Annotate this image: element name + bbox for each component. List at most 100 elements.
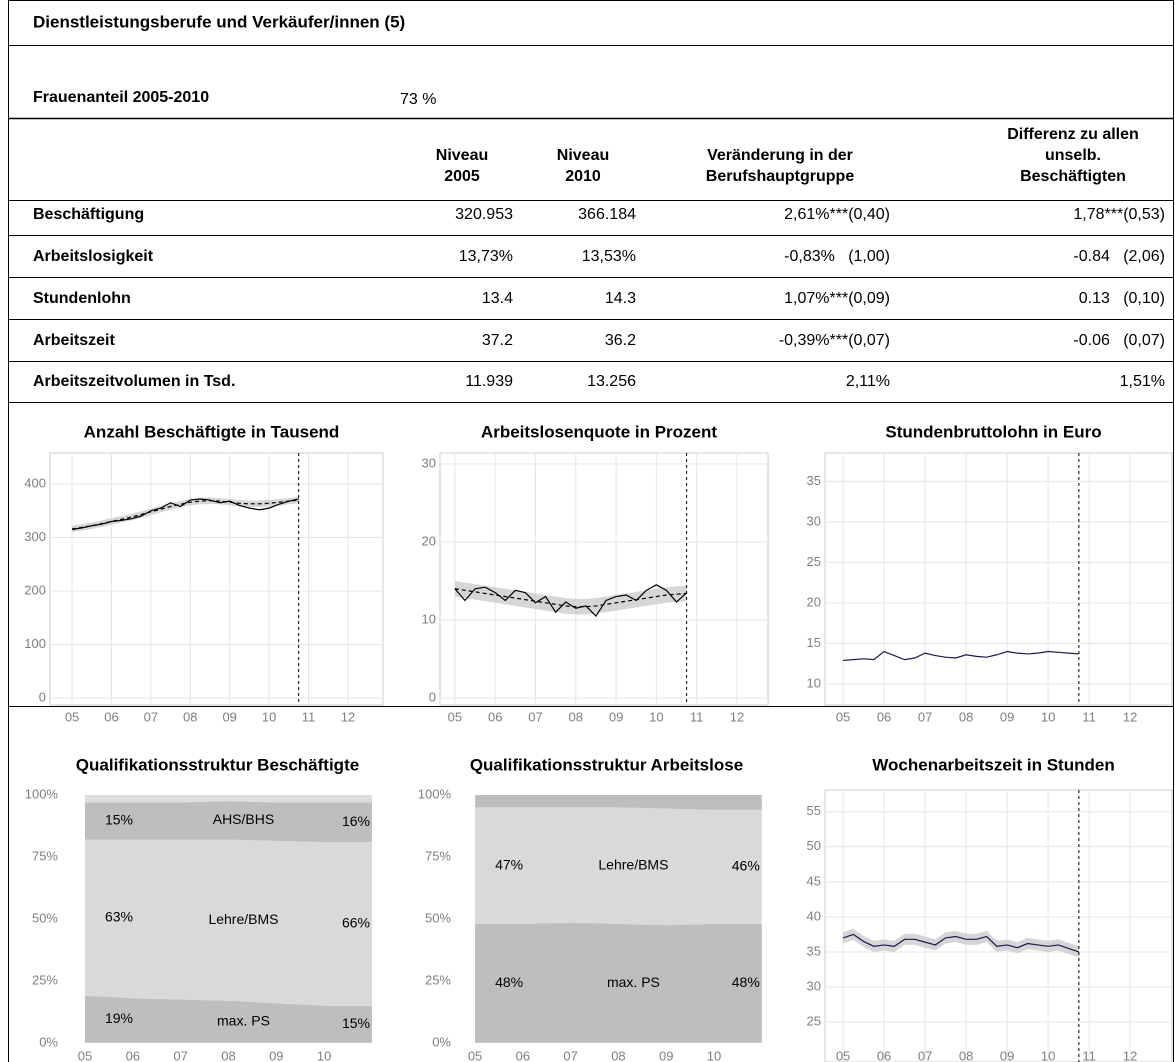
x-tick-label: 09: [609, 709, 623, 724]
y-tick-label: 25%: [32, 972, 58, 987]
x-tick-label: 10: [262, 709, 276, 724]
cell: 37.2: [482, 332, 513, 349]
page-title: Dienstleistungsberufe und Verkäufer/inne…: [33, 12, 405, 31]
area-band: [84, 839, 372, 1006]
x-tick-label: 09: [1000, 1048, 1014, 1062]
cell: 366.184: [578, 206, 636, 223]
x-tick-label: 05: [78, 1048, 92, 1062]
x-tick-label: 07: [528, 709, 542, 724]
y-tick-label: 400: [24, 475, 46, 490]
y-tick-label: 75%: [425, 848, 451, 863]
area-label: 19%: [105, 1010, 133, 1026]
y-tick-label: 50: [807, 838, 821, 853]
y-tick-label: 25%: [425, 972, 451, 987]
chart-title: Qualifikationsstruktur Arbeitslose: [470, 755, 743, 774]
y-tick-label: 0%: [432, 1034, 451, 1049]
y-tick-label: 30: [807, 513, 821, 528]
panel: [49, 452, 384, 706]
area-name: max. PS: [607, 974, 660, 990]
x-tick-label: 07: [173, 1048, 187, 1062]
area-band: [475, 922, 762, 1043]
x-tick-label: 09: [269, 1048, 283, 1062]
y-tick-label: 40: [807, 908, 821, 923]
x-tick-label: 05: [448, 709, 462, 724]
x-tick-label: 11: [1082, 1048, 1096, 1062]
column-header: Differenz zu allen: [1007, 126, 1139, 143]
x-tick-label: 08: [959, 709, 973, 724]
cell: -0.84 (2,06): [1073, 248, 1165, 265]
y-tick-label: 15: [807, 635, 821, 650]
y-tick-label: 35: [807, 473, 821, 488]
y-tick-label: 10: [807, 675, 821, 690]
cell: 0.13 (0,10): [1079, 290, 1165, 307]
y-tick-label: 30: [422, 455, 436, 470]
area-band: [84, 995, 372, 1043]
x-tick-label: 06: [877, 709, 891, 724]
cell: 1,78***(0,53): [1073, 206, 1165, 223]
chart-title: Stundenbruttolohn in Euro: [885, 422, 1101, 441]
x-tick-label: 08: [221, 1048, 235, 1062]
area-label: 15%: [105, 812, 133, 828]
confidence-band: [843, 928, 1079, 958]
chart-title: Wochenarbeitszeit in Stunden: [872, 755, 1114, 774]
y-tick-label: 0: [39, 689, 46, 704]
panel: [824, 789, 1173, 1062]
cell: -0,83% (1,00): [784, 248, 890, 265]
row-label: Beschäftigung: [33, 206, 144, 223]
x-tick-label: 10: [317, 1048, 331, 1062]
column-header: Niveau: [557, 147, 609, 164]
area-band: [84, 794, 372, 803]
cell: 2,11%: [846, 373, 890, 390]
x-tick-label: 10: [649, 709, 663, 724]
y-tick-label: 50%: [32, 910, 58, 925]
cell: 320.953: [455, 206, 513, 223]
frauenanteil-label: Frauenanteil 2005-2010: [33, 89, 209, 106]
x-tick-label: 12: [730, 709, 744, 724]
x-tick-label: 07: [563, 1048, 577, 1062]
x-tick-label: 10: [1041, 1048, 1055, 1062]
cell: 2,61%***(0,40): [784, 206, 890, 223]
column-header: 2010: [565, 168, 601, 185]
area-name: Lehre/BMS: [208, 911, 278, 927]
y-tick-label: 30: [807, 978, 821, 993]
area-label: 15%: [342, 1015, 370, 1031]
column-header: Niveau: [436, 147, 488, 164]
y-tick-label: 100%: [25, 786, 59, 801]
y-tick-label: 100: [24, 636, 46, 651]
y-tick-label: 200: [24, 582, 46, 597]
area-label: 46%: [732, 858, 760, 874]
x-tick-label: 11: [690, 709, 704, 724]
x-tick-label: 05: [836, 709, 850, 724]
trend-line: [71, 499, 299, 530]
confidence-band: [454, 580, 687, 615]
y-tick-label: 45: [807, 873, 821, 888]
cell: 11.939: [465, 373, 513, 390]
x-tick-label: 05: [65, 709, 79, 724]
chart-title: Anzahl Beschäftigte in Tausend: [84, 422, 340, 441]
y-tick-label: 20: [807, 594, 821, 609]
area-band: [475, 794, 762, 810]
cell: 13,73%: [459, 248, 513, 265]
y-tick-label: 0: [429, 689, 436, 704]
area-label: 63%: [105, 908, 133, 924]
area-label: 16%: [342, 813, 370, 829]
cell: 13,53%: [582, 248, 636, 265]
cell: 13.256: [587, 373, 636, 390]
x-tick-label: 10: [1041, 709, 1055, 724]
panel: [824, 452, 1173, 706]
row-label: Stundenlohn: [33, 290, 131, 307]
column-header: Beschäftigten: [1020, 168, 1126, 185]
y-tick-label: 300: [24, 529, 46, 544]
x-tick-label: 12: [1123, 1048, 1137, 1062]
cell: 1,51%: [1120, 373, 1165, 390]
area-band: [84, 801, 372, 843]
cell: 13.4: [482, 290, 513, 307]
x-tick-label: 07: [918, 1048, 932, 1062]
frame: [8, 0, 1174, 1062]
area-label: 48%: [732, 974, 760, 990]
x-tick-label: 05: [468, 1048, 482, 1062]
x-tick-label: 07: [918, 709, 932, 724]
x-tick-label: 05: [836, 1048, 850, 1062]
y-tick-label: 10: [422, 611, 436, 626]
